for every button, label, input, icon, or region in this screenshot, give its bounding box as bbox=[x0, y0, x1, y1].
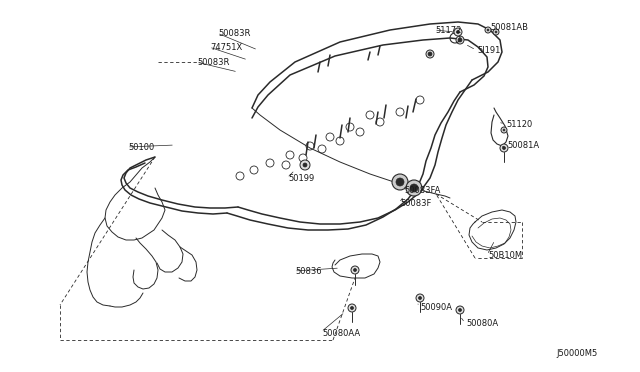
Text: 50083F: 50083F bbox=[400, 199, 431, 208]
Text: 51172: 51172 bbox=[435, 26, 461, 35]
Circle shape bbox=[495, 31, 497, 33]
Circle shape bbox=[458, 308, 461, 311]
Text: 50090A: 50090A bbox=[420, 302, 452, 311]
Circle shape bbox=[351, 307, 353, 310]
Circle shape bbox=[493, 29, 499, 35]
Text: 50100: 50100 bbox=[128, 142, 154, 151]
Text: 50081AB: 50081AB bbox=[490, 22, 528, 32]
Circle shape bbox=[487, 29, 489, 31]
Circle shape bbox=[406, 180, 422, 196]
Circle shape bbox=[410, 184, 418, 192]
Text: 50080A: 50080A bbox=[466, 318, 498, 327]
Text: 50083R: 50083R bbox=[197, 58, 229, 67]
Circle shape bbox=[392, 174, 408, 190]
Circle shape bbox=[485, 27, 491, 33]
Circle shape bbox=[428, 52, 432, 56]
Text: 50199: 50199 bbox=[288, 173, 314, 183]
Circle shape bbox=[456, 31, 460, 33]
Circle shape bbox=[454, 28, 462, 36]
Circle shape bbox=[348, 304, 356, 312]
Circle shape bbox=[456, 36, 464, 44]
Text: 51120: 51120 bbox=[506, 119, 532, 128]
Circle shape bbox=[503, 129, 505, 131]
Text: 50083FA: 50083FA bbox=[404, 186, 440, 195]
Circle shape bbox=[456, 306, 464, 314]
Circle shape bbox=[501, 127, 507, 133]
Text: 74751X: 74751X bbox=[210, 42, 243, 51]
Circle shape bbox=[419, 296, 422, 299]
Circle shape bbox=[353, 269, 356, 272]
Text: 5l191: 5l191 bbox=[477, 45, 500, 55]
Circle shape bbox=[426, 50, 434, 58]
Circle shape bbox=[458, 38, 462, 42]
Circle shape bbox=[351, 266, 359, 274]
Text: J50000M5: J50000M5 bbox=[556, 350, 597, 359]
Circle shape bbox=[500, 144, 508, 152]
Circle shape bbox=[396, 178, 404, 186]
Text: 50083R: 50083R bbox=[218, 29, 250, 38]
Circle shape bbox=[300, 160, 310, 170]
Circle shape bbox=[502, 147, 506, 150]
Text: 50836: 50836 bbox=[295, 266, 322, 276]
Circle shape bbox=[303, 163, 307, 167]
Circle shape bbox=[416, 294, 424, 302]
Text: 50B10M: 50B10M bbox=[488, 250, 522, 260]
Text: 50080AA: 50080AA bbox=[322, 330, 360, 339]
Text: 50081A: 50081A bbox=[507, 141, 539, 150]
